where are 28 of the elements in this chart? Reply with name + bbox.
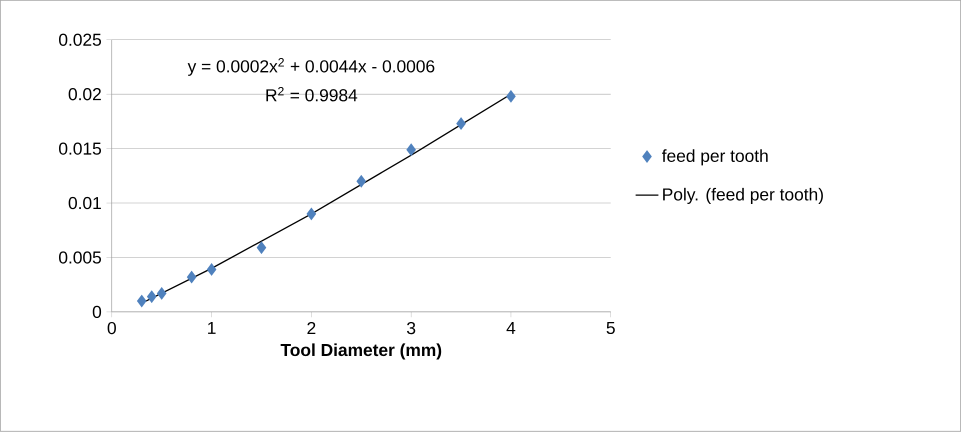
point: [456, 117, 466, 130]
y-tick-label: 0: [92, 306, 102, 318]
x-axis-title: Tool Diameter (mm): [280, 344, 442, 360]
y-tick-label: 0.015: [59, 142, 102, 155]
legend-label: Poly. (feed per tooth): [663, 188, 823, 204]
point: [186, 270, 196, 284]
point: [406, 144, 416, 156]
annotation: y = 0.0002x$^{2}$ + 0.0044x - 0.0006: [188, 58, 434, 76]
point: [156, 287, 166, 300]
y-tick-label: 0.02: [68, 88, 101, 100]
point: [206, 263, 216, 276]
point: [306, 208, 316, 220]
y-tick-label: 0.025: [59, 34, 102, 46]
x-tick-label: 0: [108, 322, 116, 334]
x-tick-label: 3: [407, 322, 416, 334]
point: [136, 294, 147, 308]
x-tick-label: 5: [606, 322, 615, 334]
legend-label: feed per tooth: [662, 149, 768, 166]
point: [256, 242, 266, 254]
y-tick-label: 0.005: [59, 251, 102, 264]
point: [506, 90, 516, 103]
x-tick-label: 4: [506, 322, 516, 334]
point: [356, 175, 366, 188]
y-tick-label: 0.01: [68, 197, 101, 210]
x-tick-label: 1: [208, 322, 216, 334]
point: [146, 290, 156, 304]
annotation: R$^{2}$ = 0.9984: [266, 87, 358, 102]
x-tick-label: 2: [307, 322, 316, 334]
